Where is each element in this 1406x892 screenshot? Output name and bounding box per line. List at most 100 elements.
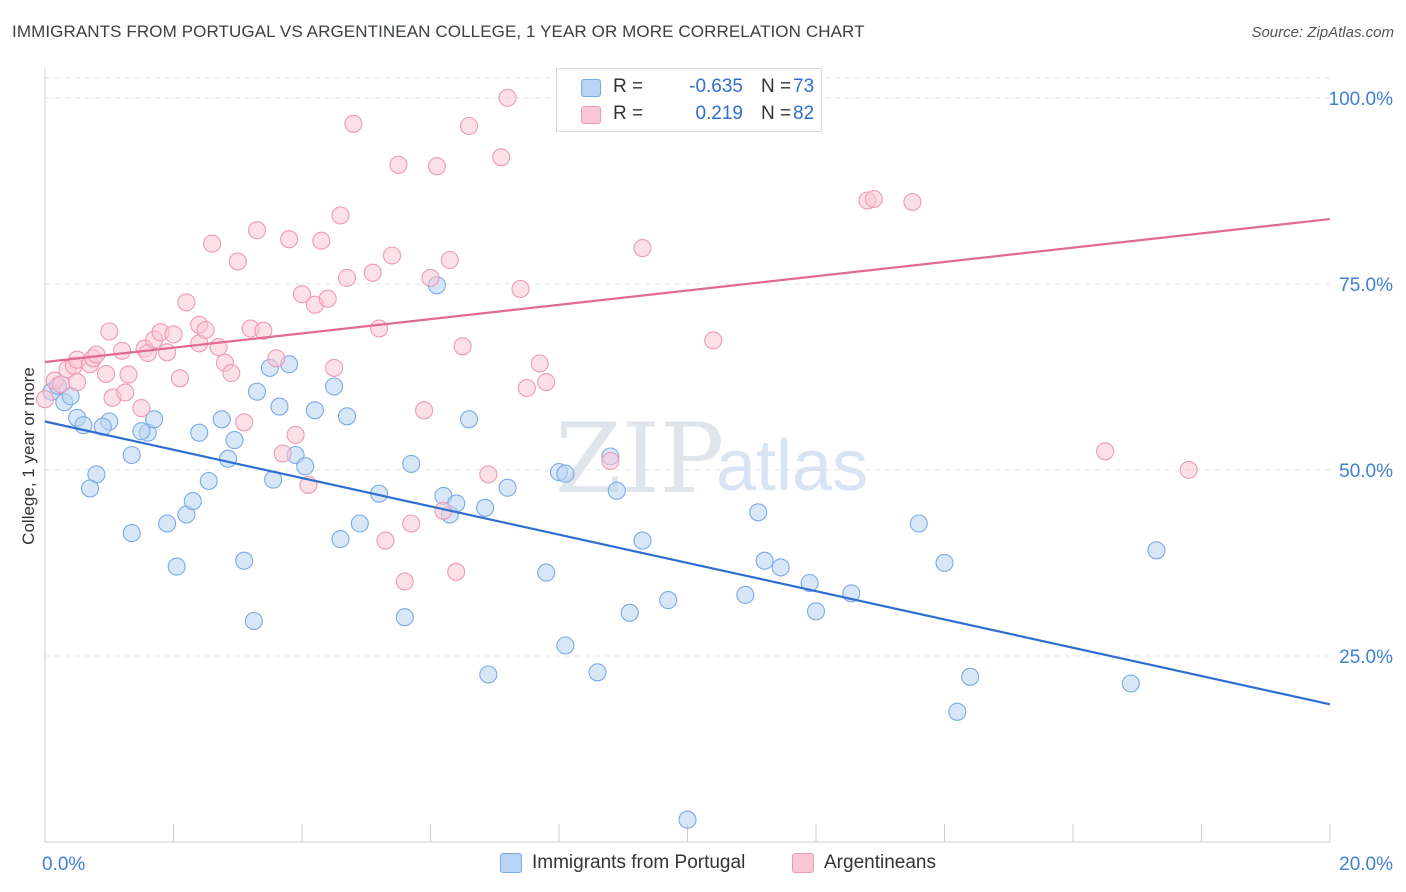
- argentinean-point: [273, 444, 292, 463]
- legend-row-argentinean: R = 0.219 N = 82: [581, 100, 823, 128]
- correlation-legend: R = -0.635 N = 73 R = 0.219 N = 82: [556, 68, 822, 132]
- portugal-point: [270, 397, 289, 416]
- portugal-point: [678, 810, 697, 829]
- argentinean-point: [280, 230, 299, 249]
- argentinean-point: [196, 320, 215, 340]
- portugal-point: [659, 591, 678, 610]
- argentinean-point: [382, 246, 402, 265]
- argentinean-point: [254, 321, 273, 340]
- y-axis-label: College, 1 year or more: [19, 367, 38, 545]
- argentinean-point: [402, 514, 421, 533]
- portugal-point: [244, 611, 263, 631]
- source-label: Source: ZipAtlas.com: [1251, 24, 1394, 41]
- argentinean-point: [421, 268, 440, 287]
- portugal-point: [190, 423, 209, 442]
- portugal-point: [537, 563, 556, 582]
- axes: [44, 68, 1331, 843]
- argentinean-point: [447, 562, 466, 581]
- argentinean-point: [177, 293, 196, 312]
- tick-labels: 25.0% 50.0% 75.0% 100.0% 0.0% 20.0%: [42, 89, 1393, 875]
- argentinean-point: [132, 399, 151, 418]
- series-argentinean-points: [35, 88, 1198, 591]
- portugal-point: [771, 558, 790, 577]
- argentinean-point: [164, 325, 183, 344]
- portugal-point: [183, 492, 202, 511]
- portugal-point: [588, 663, 607, 682]
- argentinean-point: [427, 157, 446, 176]
- legend-item-portugal[interactable]: Immigrants from Portugal: [500, 852, 745, 874]
- y-tick-label: 50.0%: [1339, 461, 1393, 482]
- argentinean-point: [415, 401, 434, 420]
- portugal-point: [1147, 541, 1166, 560]
- legend-item-argentinean[interactable]: Argentineans: [792, 852, 936, 874]
- argentinean-point: [517, 378, 536, 398]
- argentinean-point: [35, 390, 55, 409]
- legend-swatch-portugal: [500, 853, 522, 873]
- argentinean-point: [344, 114, 363, 133]
- portugal-point: [331, 530, 350, 549]
- y-tick-label: 100.0%: [1329, 89, 1394, 110]
- legend-r-label: R =: [613, 76, 644, 97]
- portugal-point: [806, 602, 826, 621]
- legend-n-value: 73: [793, 76, 815, 97]
- argentinean-point: [331, 206, 350, 225]
- legend-swatch-argentinean: [581, 106, 601, 124]
- portugal-point: [225, 431, 244, 450]
- argentinean-point: [222, 364, 241, 383]
- y-tick-label: 75.0%: [1339, 275, 1393, 296]
- portugal-point: [80, 479, 100, 498]
- argentinean-point: [704, 331, 723, 350]
- argentinean-point: [203, 234, 222, 253]
- argentinean-point: [395, 572, 414, 591]
- legend-swatch-portugal: [581, 79, 601, 97]
- portugal-point: [122, 524, 141, 543]
- series-portugal-points: [42, 276, 1166, 829]
- argentinean-point: [903, 192, 922, 212]
- argentinean-point: [68, 373, 87, 392]
- argentinean-point: [370, 319, 389, 338]
- legend-r-value: 0.219: [695, 103, 743, 124]
- portugal-point: [909, 514, 928, 533]
- portugal-point: [620, 603, 639, 622]
- argentinean-point: [1096, 442, 1115, 461]
- portugal-point: [325, 377, 344, 396]
- portugal-point: [755, 551, 774, 570]
- chart-title: IMMIGRANTS FROM PORTUGAL VS ARGENTINEAN …: [12, 22, 865, 41]
- portugal-point: [479, 665, 498, 684]
- portugal-point: [948, 702, 967, 721]
- portugal-point: [935, 553, 954, 572]
- portugal-point: [749, 503, 768, 522]
- portugal-point: [1121, 674, 1140, 693]
- argentinean-point: [440, 250, 459, 270]
- portugal-point: [476, 498, 495, 517]
- legend-r-label: R =: [613, 103, 644, 124]
- legend-row-portugal: R = -0.635 N = 73: [581, 73, 823, 101]
- legend-r-value: -0.635: [689, 76, 743, 97]
- legend-swatch-argentinean: [792, 853, 814, 873]
- argentinean-trend-line: [44, 217, 1331, 364]
- portugal-point: [961, 667, 980, 686]
- portugal-point: [247, 382, 267, 401]
- argentinean-point: [498, 88, 517, 107]
- portugal-point: [337, 407, 357, 426]
- argentinean-point: [479, 465, 498, 484]
- series-legend: Immigrants from Portugal Argentineans: [0, 852, 1406, 878]
- portugal-point: [158, 514, 177, 533]
- argentinean-point: [119, 365, 138, 384]
- portugal-point: [736, 585, 755, 604]
- portugal-point: [235, 551, 254, 570]
- argentinean-point: [235, 413, 254, 432]
- watermark: ZIP atlas: [555, 403, 868, 515]
- portugal-point: [402, 454, 421, 473]
- portugal-point: [633, 531, 652, 550]
- watermark-zip: ZIP: [555, 403, 724, 515]
- watermark-atlas: atlas: [716, 426, 868, 506]
- argentinean-point: [247, 221, 267, 240]
- argentinean-point: [318, 289, 337, 308]
- argentinean-point: [116, 383, 135, 402]
- legend-label-argentinean: Argentineans: [824, 852, 936, 873]
- legend-n-label: N =: [761, 103, 792, 124]
- argentinean-point: [453, 337, 472, 356]
- argentinean-point: [113, 341, 132, 360]
- portugal-point: [395, 608, 414, 627]
